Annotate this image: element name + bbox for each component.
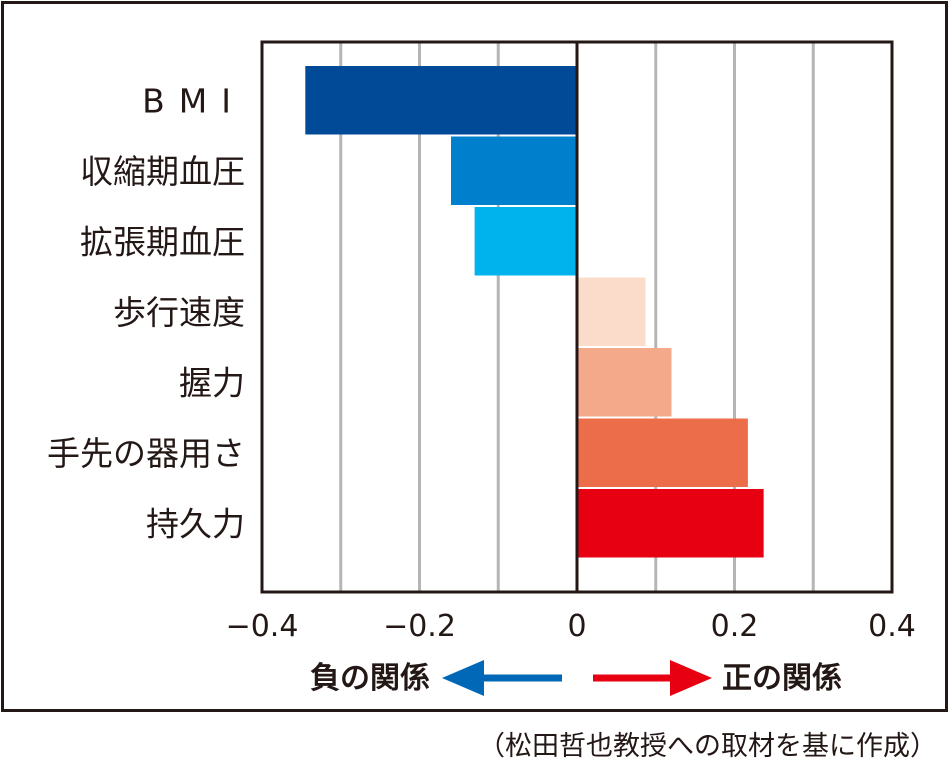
chart-frame xyxy=(1,1,948,712)
x-tick-labels: −0.4 −0.2 0 0.2 0.4 xyxy=(226,609,916,644)
category-label: 拡張期血圧 xyxy=(80,222,245,261)
bar xyxy=(305,66,577,135)
category-label: 収縮期血圧 xyxy=(80,152,245,191)
x-tick-label: 0.4 xyxy=(868,609,916,644)
left-arrow-icon xyxy=(442,660,562,696)
bars xyxy=(305,66,764,558)
x-tick-label: −0.4 xyxy=(226,609,299,644)
category-label: 持久力 xyxy=(146,504,245,543)
category-label: 手先の器用さ xyxy=(47,434,245,473)
legend-negative-label: 負の関係 xyxy=(310,661,430,696)
bar xyxy=(577,277,646,346)
x-tick-label: −0.2 xyxy=(383,609,456,644)
source-note: （松田哲也教授への取材を基に作成） xyxy=(478,731,937,762)
right-arrow-icon xyxy=(593,660,712,696)
bar xyxy=(577,418,748,487)
legend-positive-label: 正の関係 xyxy=(722,661,842,696)
bar xyxy=(577,348,672,417)
x-tick-label: 0 xyxy=(567,609,586,644)
category-label: 握力 xyxy=(179,363,245,402)
category-label: BMI xyxy=(142,81,245,120)
bar xyxy=(451,136,577,205)
legend: 負の関係 正の関係 xyxy=(310,660,842,696)
plot-border xyxy=(260,40,894,594)
bar xyxy=(474,207,577,276)
bar xyxy=(577,489,764,558)
x-tick-label: 0.2 xyxy=(711,609,759,644)
category-label: 歩行速度 xyxy=(113,293,245,332)
